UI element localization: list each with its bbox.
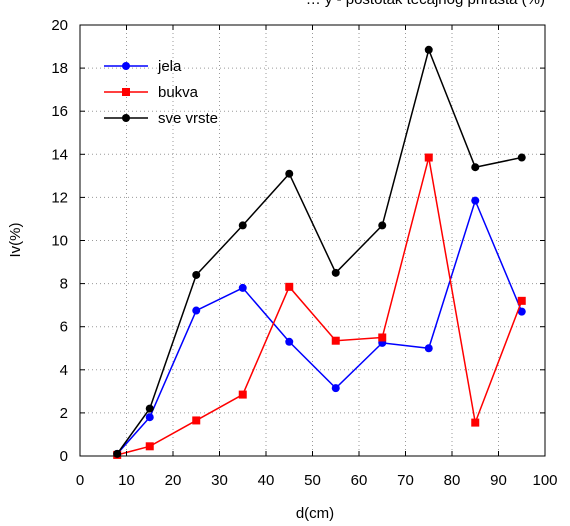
- data-point-sve-vrste: [424, 45, 433, 54]
- data-point-bukva: [145, 442, 154, 451]
- y-tick-label: 8: [60, 276, 68, 293]
- data-point-bukva: [424, 153, 433, 162]
- x-tick-label: 10: [118, 472, 135, 489]
- data-point-sve-vrste: [145, 404, 154, 413]
- y-axis-title: Iv(%): [7, 223, 24, 258]
- grid: [80, 25, 545, 456]
- data-point-sve-vrste: [331, 268, 340, 277]
- legend-item-jela: jela: [104, 58, 182, 75]
- data-point-jela: [424, 344, 433, 353]
- axes: 0 10 20 30 40 50 60 70 80 90 100 0 2 4 6 8 10 12 14 16 18 20: [51, 17, 557, 489]
- y-tick-label: 14: [51, 146, 68, 163]
- y-tick-label: 20: [51, 17, 68, 34]
- series-bukva: [113, 153, 526, 459]
- legend-marker: [122, 62, 130, 70]
- data-point-jela: [517, 307, 526, 316]
- series-line-sve-vrste: [116, 47, 522, 455]
- data-point-sve-vrste: [192, 270, 201, 279]
- x-tick-label: 80: [444, 472, 461, 489]
- data-point-bukva: [378, 333, 387, 342]
- legend-item-sve-vrste: sve vrste: [104, 110, 218, 127]
- data-point-jela: [331, 384, 340, 393]
- data-point-bukva: [517, 296, 526, 305]
- y-tick-label: 10: [51, 233, 68, 250]
- data-point-bukva: [285, 282, 294, 291]
- legend-item-bukva: bukva: [104, 84, 199, 101]
- y-tick-label: 18: [51, 60, 68, 77]
- x-tick-label: 30: [211, 472, 228, 489]
- y-tick-label: 0: [60, 448, 68, 465]
- y-tick-label: 4: [60, 362, 68, 379]
- legend-label: bukva: [158, 84, 199, 101]
- chart-title: … y - postotak tečajnog prirasta (%): [306, 0, 545, 8]
- data-point-jela: [238, 283, 247, 292]
- data-point-sve-vrste: [517, 153, 526, 162]
- data-point-jela: [285, 337, 294, 346]
- data-point-jela: [471, 196, 480, 205]
- data-point-bukva: [192, 416, 201, 425]
- data-point-jela: [145, 413, 154, 422]
- y-tick-label: 6: [60, 319, 68, 336]
- data-point-sve-vrste: [378, 221, 387, 230]
- legend-label: jela: [157, 58, 182, 75]
- data-point-sve-vrste: [238, 221, 247, 230]
- data-point-bukva: [471, 418, 480, 427]
- y-tick-label: 2: [60, 405, 68, 422]
- data-point-bukva: [331, 336, 340, 345]
- x-tick-label: 40: [258, 472, 275, 489]
- x-tick-label: 100: [532, 472, 557, 489]
- x-tick-label: 50: [304, 472, 321, 489]
- data-point-jela: [192, 306, 201, 315]
- x-tick-label: 90: [490, 472, 507, 489]
- x-tick-label: 60: [351, 472, 368, 489]
- data-point-sve-vrste: [285, 169, 294, 178]
- data-point-bukva: [238, 390, 247, 399]
- series-sve-vrste: [113, 45, 526, 458]
- series-line-bukva: [117, 157, 523, 456]
- x-tick-label: 20: [165, 472, 182, 489]
- data-point-sve-vrste: [471, 163, 480, 172]
- series-group: [113, 45, 526, 459]
- y-tick-label: 16: [51, 103, 68, 120]
- data-point-sve-vrste: [113, 449, 122, 458]
- legend-marker: [122, 88, 130, 96]
- x-tick-label: 0: [76, 472, 84, 489]
- x-axis-title: d(cm): [296, 505, 334, 522]
- legend-marker: [122, 114, 130, 122]
- series-line-jela: [116, 198, 523, 455]
- legend: jela bukva sve vrste: [104, 58, 218, 127]
- series-jela: [113, 196, 526, 458]
- x-tick-label: 70: [397, 472, 414, 489]
- y-tick-label: 12: [51, 189, 68, 206]
- legend-label: sve vrste: [158, 110, 218, 127]
